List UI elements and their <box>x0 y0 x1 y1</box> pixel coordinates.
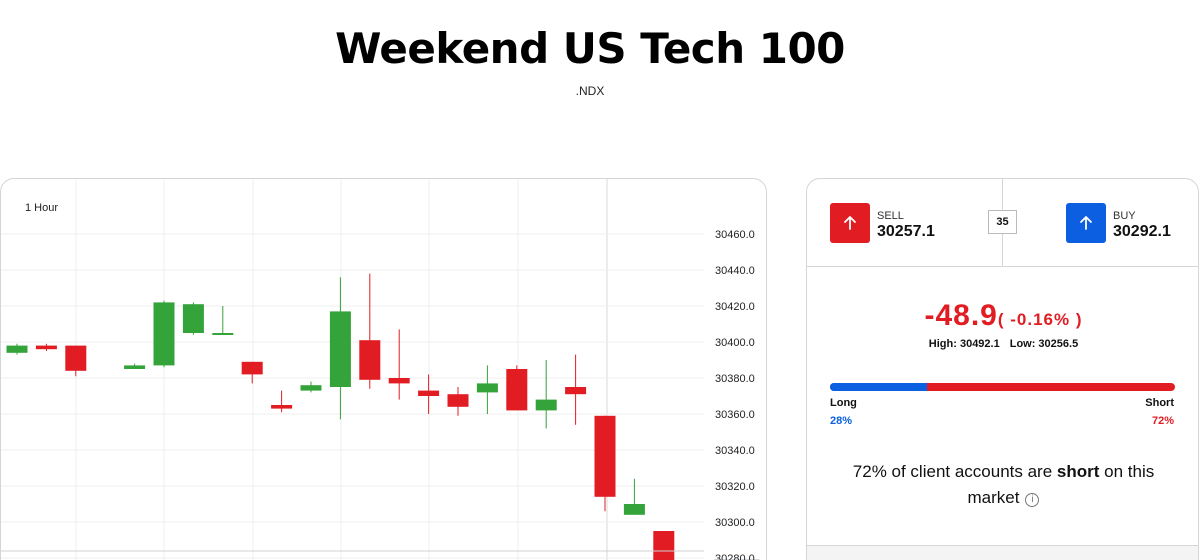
candle-body <box>359 340 381 380</box>
candle-body <box>447 394 469 407</box>
y-tick-label: 30280.0 <box>715 553 755 560</box>
y-tick-label: 30380.0 <box>715 373 755 385</box>
change-percent: ( -0.16% ) <box>997 310 1083 329</box>
candle <box>6 343 28 355</box>
candle <box>153 300 175 368</box>
long-percent: 28% <box>830 415 853 427</box>
candle <box>653 531 675 560</box>
y-tick-label: 30360.0 <box>715 409 755 421</box>
candle <box>212 306 234 335</box>
candle-body <box>418 390 440 396</box>
short-label: Short <box>1145 397 1174 409</box>
candle <box>506 365 528 411</box>
sentiment-bar <box>830 383 1175 391</box>
candle <box>476 365 498 414</box>
candle <box>65 345 87 377</box>
panel-footer <box>807 546 1198 560</box>
price-change: -48.9( -0.16% ) <box>807 299 1198 333</box>
candle-body <box>124 365 146 369</box>
candle <box>300 381 322 393</box>
arrow-up-icon <box>1080 216 1092 230</box>
candle-body <box>241 361 263 375</box>
candle-body <box>594 415 616 497</box>
y-tick-label: 30460.0 <box>715 229 755 241</box>
sentiment-text-suffix: on this market <box>967 462 1155 507</box>
candle-body <box>653 531 675 560</box>
panel-divider <box>807 545 1198 546</box>
timeframe-label[interactable]: 1 Hour <box>25 202 59 214</box>
candle-body <box>565 387 587 395</box>
candle-body <box>271 405 293 409</box>
y-tick-label: 30400.0 <box>715 337 755 349</box>
ticker-symbol: .NDX <box>575 84 605 98</box>
long-label: Long <box>830 397 857 409</box>
y-tick-label: 30340.0 <box>715 445 755 457</box>
candlestick-chart[interactable]: 30460.0 30440.0 30420.0 30400.0 30380.0 30360… <box>1 179 767 560</box>
spread-badge: 35 <box>988 210 1017 234</box>
buy-button[interactable] <box>1066 203 1106 243</box>
candle <box>447 387 469 416</box>
candle <box>418 374 440 414</box>
candle-body <box>388 378 410 384</box>
y-tick-label: 30440.0 <box>715 265 755 277</box>
candle <box>388 329 410 400</box>
arrow-up-icon <box>844 216 856 230</box>
candle-body <box>6 345 28 353</box>
candle-body <box>65 345 87 371</box>
trade-panel: SELL 30257.1 35 BUY 30292.1 -48.9( -0.16… <box>806 178 1199 560</box>
high-value: High: 30492.1 <box>928 338 1000 350</box>
candle <box>241 361 263 384</box>
low-value: Low: 30256.5 <box>1009 338 1079 350</box>
buy-price: 30292.1 <box>1113 223 1171 240</box>
short-percent: 72% <box>1151 415 1174 427</box>
sell-button[interactable] <box>830 203 870 243</box>
candle <box>594 415 616 512</box>
y-tick-label: 30320.0 <box>715 481 755 493</box>
candle-body <box>476 383 498 393</box>
candle-body <box>35 345 57 350</box>
change-value: -48.9 <box>924 299 998 332</box>
candle <box>329 277 351 420</box>
long-fill <box>830 383 927 391</box>
candle-body <box>212 333 234 335</box>
candle <box>535 360 557 429</box>
sentiment-text-bold: short <box>1056 462 1100 481</box>
high-low-row: High: 30492.1 Low: 30256.5 <box>807 338 1198 350</box>
candle <box>359 273 381 389</box>
sell-price: 30257.1 <box>877 223 935 240</box>
candle-body <box>506 369 528 411</box>
candle-body <box>153 302 175 366</box>
y-tick-label: 30300.0 <box>715 517 755 529</box>
price-chart[interactable]: 30460.0 30440.0 30420.0 30400.0 30380.0 30360… <box>0 178 767 560</box>
candle <box>271 390 293 413</box>
candle-body <box>300 385 322 391</box>
candle-body <box>182 304 204 333</box>
sell-label: SELL <box>877 210 904 222</box>
candle <box>623 478 645 515</box>
candle-body <box>623 504 645 515</box>
trade-buttons-row: SELL 30257.1 35 BUY 30292.1 <box>807 179 1198 267</box>
info-icon[interactable]: i <box>1025 493 1040 507</box>
sentiment-text-prefix: 72% of client accounts are <box>852 462 1057 481</box>
y-tick-label: 30420.0 <box>715 301 755 313</box>
candle <box>182 302 204 335</box>
buy-label: BUY <box>1113 210 1136 222</box>
candle <box>124 363 146 369</box>
candle-body <box>329 311 351 387</box>
sentiment-summary: 72% of client accounts are short on this… <box>837 459 1170 511</box>
candle <box>565 354 587 425</box>
page-title: Weekend US Tech 100 <box>335 24 845 73</box>
candle-body <box>535 399 557 411</box>
candle <box>35 343 57 351</box>
